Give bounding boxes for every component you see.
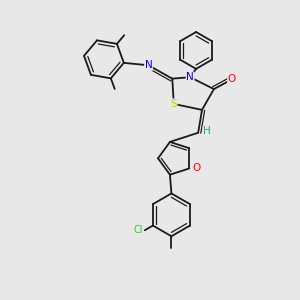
Text: S: S — [170, 99, 177, 109]
Text: N: N — [145, 60, 152, 70]
Text: H: H — [203, 126, 211, 136]
Text: N: N — [186, 72, 194, 82]
Text: Cl: Cl — [134, 225, 143, 235]
Text: O: O — [193, 164, 201, 173]
Text: O: O — [228, 74, 236, 84]
